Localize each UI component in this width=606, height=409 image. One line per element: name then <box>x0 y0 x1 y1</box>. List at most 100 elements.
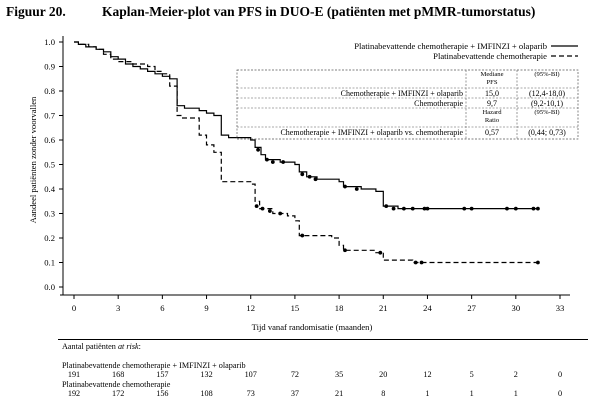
censor-mark-chemo <box>260 206 265 211</box>
censor-mark-combo <box>391 206 396 211</box>
stats-row-hr-ci: (0,44; 0,73) <box>528 128 566 137</box>
at-risk-value-combo: 157 <box>156 370 169 379</box>
y-tick-label: 0.2 <box>44 233 55 243</box>
stats-header-median: Mediane PFS <box>480 71 503 86</box>
stats-row-combo-median: 15,0 <box>485 89 499 98</box>
x-tick-label: 30 <box>512 303 521 313</box>
x-tick-label: 24 <box>423 303 432 313</box>
y-tick-label: 0.7 <box>44 111 55 121</box>
legend-label-combo: Platinabevattende chemotherapie + IMFINZ… <box>354 41 547 51</box>
censor-mark-combo <box>513 206 518 211</box>
censor-mark-chemo <box>300 233 305 238</box>
curve-combo <box>74 41 538 210</box>
x-tick-label: 12 <box>246 303 255 313</box>
x-tick-label: 0 <box>72 303 76 313</box>
censor-mark-combo <box>256 147 260 152</box>
at-risk-divider <box>58 339 588 340</box>
stats-row-chemo-median: 9,7 <box>487 99 497 108</box>
at-risk-value-combo: 12 <box>423 370 432 379</box>
y-tick-label: 0.9 <box>44 62 55 72</box>
censor-mark-chemo <box>343 248 347 253</box>
x-tick-label: 9 <box>204 303 208 313</box>
at-risk-title-suffix: : <box>138 342 141 351</box>
at-risk-value-combo: 0 <box>557 370 563 379</box>
stats-header-ci-1: (95%-BI) <box>534 71 559 78</box>
censor-mark-combo <box>313 177 318 182</box>
at-risk-value-combo: 72 <box>290 370 299 379</box>
axes <box>60 36 570 296</box>
figure-number: Figuur 20. <box>6 4 66 19</box>
at-risk-value-chemo: 8 <box>381 389 386 398</box>
censor-mark-combo <box>354 187 359 191</box>
x-tick-label: 6 <box>160 303 165 313</box>
stats-row-hr-label: Chemotherapie + IMFINZI + olaparib vs. c… <box>280 128 463 137</box>
y-tick-label: 0.8 <box>44 86 55 96</box>
censor-mark-chemo <box>254 204 259 209</box>
censor-mark-combo <box>300 172 305 177</box>
censor-mark-chemo <box>278 211 283 216</box>
censor-mark-combo <box>410 206 415 211</box>
censor-mark-combo <box>469 206 474 211</box>
censor-mark-combo <box>401 206 406 211</box>
y-tick-label: 0.6 <box>44 135 55 145</box>
censor-mark-combo <box>343 184 347 189</box>
at-risk-value-chemo: 21 <box>334 389 344 398</box>
stats-row-chemo-ci: (9,2-10,1) <box>531 99 563 108</box>
at-risk-value-chemo: 156 <box>156 389 169 398</box>
stats-table-border <box>236 69 579 140</box>
censor-mark-chemo <box>413 260 418 265</box>
x-tick-label: 3 <box>116 303 120 313</box>
y-tick-label: 0.1 <box>44 258 55 268</box>
y-axis-label: Aandeel patiënten zonder voorvallen <box>28 96 38 223</box>
censor-mark-combo <box>536 206 540 211</box>
at-risk-value-combo: 2 <box>513 370 518 379</box>
x-tick-label: 27 <box>467 303 476 313</box>
stats-row-combo-ci: (12,4-18,0) <box>529 89 565 98</box>
x-tick-label: 18 <box>335 303 344 313</box>
at-risk-value-combo: 191 <box>67 370 81 379</box>
x-tick-label: 21 <box>379 303 388 313</box>
at-risk-value-combo: 5 <box>469 370 474 379</box>
at-risk-value-chemo: 192 <box>67 389 81 398</box>
figure-caption: Kaplan-Meier-plot van PFS in DUO-E (pati… <box>102 4 536 19</box>
censor-mark-chemo <box>536 260 540 265</box>
y-tick-label: 0.0 <box>44 282 55 292</box>
censor-mark-combo <box>270 160 275 164</box>
stats-table: Mediane PFS (95%-BI) Chemotherapie + IMFI… <box>236 69 579 140</box>
stats-row-hr-value: 0,57 <box>485 128 499 137</box>
censor-mark-combo <box>265 157 269 162</box>
censor-mark-combo <box>384 204 389 209</box>
censor-mark-chemo <box>419 260 424 265</box>
at-risk-value-chemo: 1 <box>425 389 430 398</box>
at-risk-value-combo: 107 <box>244 370 257 379</box>
y-tick-label: 0.3 <box>44 209 55 219</box>
curve-chemo <box>74 41 538 264</box>
x-axis-label: Tijd vanaf randomisatie (maanden) <box>252 322 373 332</box>
curve-group <box>74 41 540 265</box>
censor-mark-combo <box>281 160 286 164</box>
x-tick-label: 33 <box>556 303 565 313</box>
censor-mark-combo <box>307 174 312 179</box>
censor-mark-combo <box>425 206 430 211</box>
at-risk-value-chemo: 172 <box>112 389 125 398</box>
at-risk-value-combo: 35 <box>334 370 344 379</box>
censor-mark-combo <box>422 206 427 211</box>
censor-mark-combo <box>505 206 509 211</box>
censor-mark-chemo <box>378 250 383 255</box>
censor-mark-chemo <box>267 209 272 213</box>
at-risk-value-chemo: 1 <box>513 389 518 398</box>
legend-label-chemo: Platinabevattende chemotherapie <box>433 51 547 61</box>
at-risk-value-chemo: 37 <box>290 389 299 398</box>
at-risk-title-prefix: Aantal patiënten <box>62 342 118 351</box>
x-tick-label: 15 <box>291 303 300 313</box>
at-risk-value-chemo: 0 <box>557 389 563 398</box>
stats-row-combo-label: Chemotherapie + IMFINZI + olaparib <box>341 89 463 98</box>
at-risk-value-combo: 20 <box>379 370 388 379</box>
censor-mark-combo <box>531 206 536 211</box>
y-tick-label: 0.5 <box>44 160 55 170</box>
tick-group: 0 3 6 9 12 15 18 21 24 27 30 33 0.0 0.1 0.2 0.3 0.4 0.5 0.… <box>44 37 564 313</box>
y-tick-label: 1.0 <box>44 37 55 47</box>
at-risk-value-chemo: 73 <box>246 389 255 398</box>
at-risk-label-combo: Platinabevattende chemotherapie + IMFINZ… <box>62 361 246 370</box>
